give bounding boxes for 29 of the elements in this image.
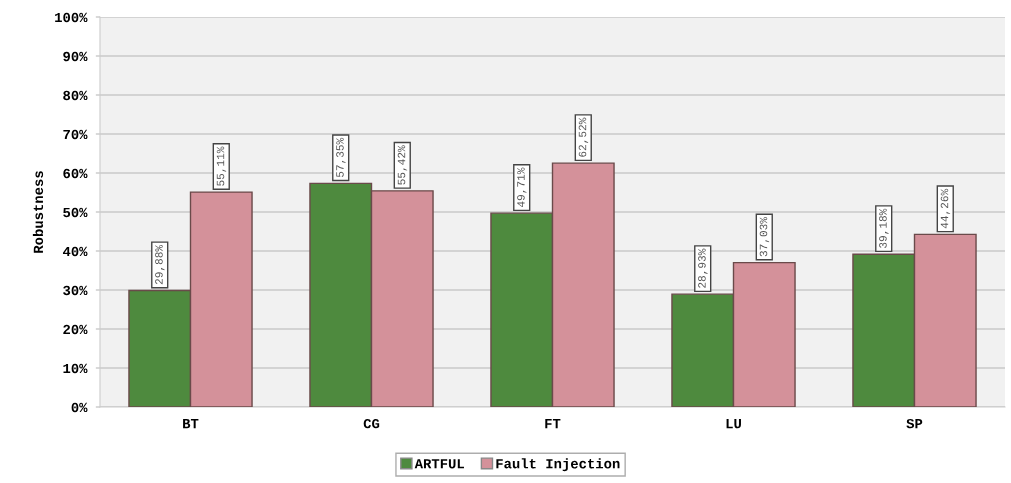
y-tick-label: 30% [63,285,88,296]
data-label: 29,88% [155,244,165,285]
legend-label: Fault Injection [496,458,620,472]
y-tick-label: 40% [62,246,88,257]
x-tick-label: LU [726,419,741,429]
data-label: 39,18% [879,208,889,248]
data-label: 49,71% [517,167,527,208]
y-tick-label: 80% [63,90,88,101]
y-tick-label: 20% [63,324,88,335]
data-label: 37,03% [759,217,770,257]
x-tick-label: SP [906,418,923,429]
y-tick-label: 0% [71,402,88,413]
y-tick-label: 50% [63,207,88,218]
data-label: 44,26% [940,188,951,229]
data-label: 57,35% [336,137,346,178]
y-tick-label: 60% [63,168,88,179]
y-tick-label: 100% [55,12,88,23]
data-label: 55,11% [216,146,227,186]
y-tick-label: 90% [63,51,88,62]
y-axis-title: Robustness [32,171,44,253]
data-label: 62,52% [578,117,589,157]
data-label: 55,42% [397,145,408,185]
y-tick-label: 10% [63,363,88,374]
legend-label: ARTFUL [414,459,464,469]
x-tick-label: CG [363,418,380,429]
data-label: 28,93% [698,248,708,288]
x-tick-label: FT [545,419,561,429]
x-tick-label: BT [183,419,199,429]
y-tick-label: 70% [63,129,88,140]
